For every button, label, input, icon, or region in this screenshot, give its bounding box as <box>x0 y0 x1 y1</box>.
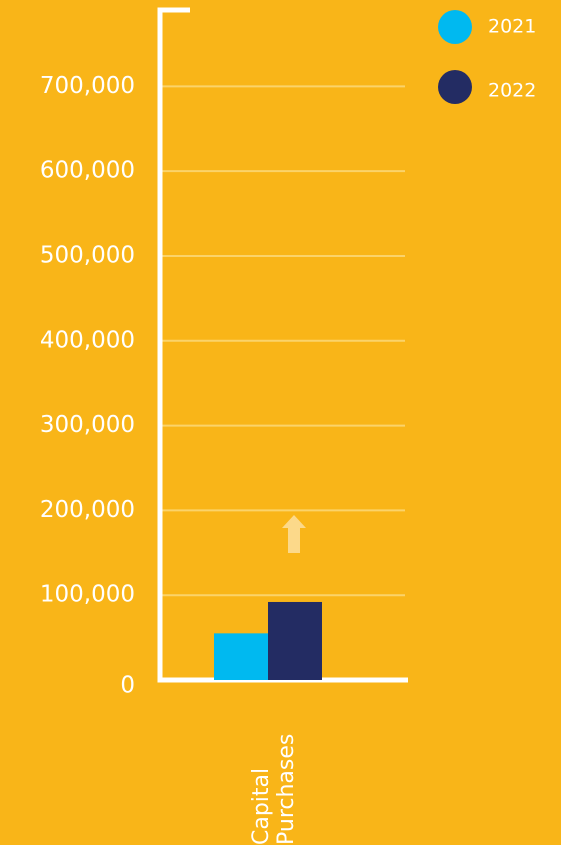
x-tick-label-line: Purchases <box>274 734 299 845</box>
legend-swatch <box>438 10 472 44</box>
x-tick-label: CapitalPurchases <box>249 734 299 845</box>
y-tick-label: 600,000 <box>40 158 135 184</box>
bar <box>214 633 268 680</box>
axis <box>157 7 408 683</box>
y-tick-label: 700,000 <box>40 73 135 99</box>
increase-arrow <box>282 515 306 553</box>
y-tick-label: 100,000 <box>40 582 135 608</box>
y-tick-label: 200,000 <box>40 497 135 523</box>
y-tick-label: 300,000 <box>40 412 135 438</box>
y-tick-label: 500,000 <box>40 242 135 268</box>
bar <box>268 601 322 680</box>
x-tick-label-line: Capital <box>249 768 274 845</box>
y-tick-label: 0 <box>120 673 135 699</box>
legend-label: 2021 <box>488 16 536 38</box>
y-tick-label: 400,000 <box>40 327 135 353</box>
legend-swatch <box>438 70 472 104</box>
legend-label: 2022 <box>488 80 536 102</box>
